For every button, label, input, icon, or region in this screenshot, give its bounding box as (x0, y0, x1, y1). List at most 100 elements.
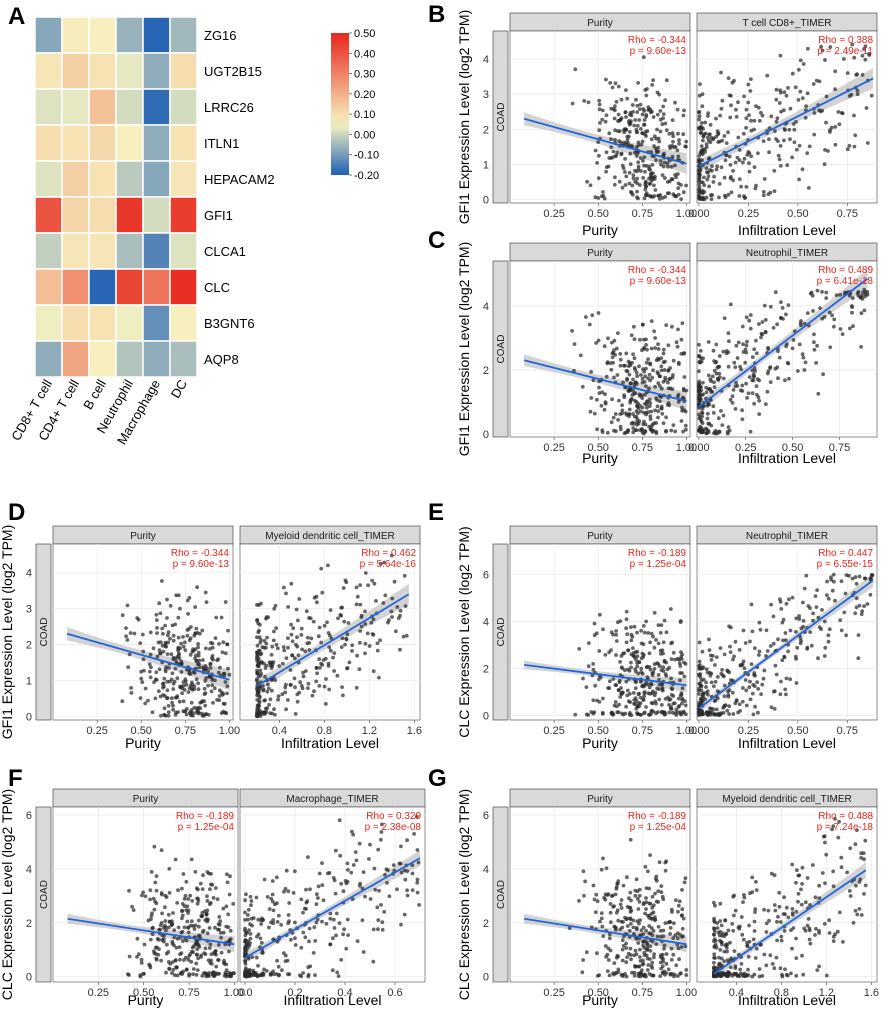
data-point (636, 160, 641, 165)
data-point (778, 597, 782, 602)
data-point (736, 973, 740, 978)
data-point (197, 662, 201, 666)
data-point (163, 923, 167, 928)
data-point (716, 140, 721, 144)
data-point (286, 698, 290, 702)
data-point (783, 687, 788, 692)
data-point (341, 932, 345, 937)
data-point (340, 636, 345, 641)
data-point (222, 958, 226, 963)
x-tick-label: 0.2 (287, 987, 302, 999)
data-point (369, 620, 374, 625)
data-point (853, 611, 858, 616)
data-point (623, 110, 628, 114)
data-point (286, 913, 291, 917)
facet-strip-label: Myeloid dendritic cell_TIMER (265, 531, 395, 542)
data-point (705, 403, 710, 408)
data-point (642, 419, 646, 424)
data-point (636, 671, 641, 676)
data-point (709, 136, 714, 140)
data-point (611, 632, 615, 637)
data-point (792, 140, 797, 145)
data-point (612, 375, 616, 380)
data-point (261, 684, 265, 688)
data-point (580, 970, 585, 975)
data-point (854, 605, 859, 610)
data-point (854, 73, 859, 77)
data-point (704, 390, 709, 395)
data-point (800, 167, 805, 172)
data-point (361, 870, 366, 874)
data-point (180, 908, 185, 913)
y-tick-label: 2 (483, 365, 489, 377)
data-point (657, 139, 662, 144)
data-point (618, 927, 623, 932)
data-point (743, 973, 748, 978)
data-point (270, 677, 274, 682)
data-point (803, 115, 808, 120)
data-point (332, 878, 337, 883)
panel-letter-a: A (8, 3, 25, 30)
data-point (698, 82, 702, 86)
data-point (683, 662, 688, 666)
data-point (656, 673, 661, 677)
data-point (314, 920, 319, 925)
data-point (613, 138, 617, 142)
data-point (592, 710, 597, 715)
data-point (764, 921, 769, 926)
data-point (160, 682, 165, 686)
data-point (662, 368, 667, 372)
data-point (212, 686, 217, 691)
data-point (616, 331, 620, 335)
data-point (197, 658, 202, 663)
data-point (355, 939, 360, 943)
data-point (714, 116, 718, 121)
data-point (850, 576, 855, 581)
data-point (258, 936, 263, 941)
data-point (750, 691, 755, 696)
data-point (785, 163, 790, 168)
data-point (217, 694, 222, 698)
data-point (120, 699, 125, 704)
data-point (794, 909, 799, 914)
data-point (167, 967, 172, 971)
data-point (129, 691, 134, 695)
data-point (719, 671, 724, 676)
data-point (272, 972, 276, 976)
data-point (612, 428, 616, 433)
data-point (294, 607, 299, 612)
data-point (604, 150, 609, 155)
data-point (160, 911, 165, 916)
data-point (831, 572, 836, 577)
data-point (317, 657, 322, 662)
data-point (160, 933, 165, 938)
data-point (183, 679, 188, 684)
data-point (636, 907, 641, 911)
data-point (584, 315, 588, 319)
data-point (203, 679, 208, 683)
data-point (262, 698, 267, 703)
data-point (283, 886, 288, 891)
data-point (831, 884, 836, 889)
data-point (195, 585, 200, 590)
x-axis-title: Purity (128, 992, 164, 1008)
data-point (860, 73, 865, 77)
data-point (635, 176, 639, 181)
data-point (641, 624, 646, 628)
data-point (729, 956, 733, 961)
data-point (363, 651, 367, 656)
data-point (295, 635, 299, 640)
heatmap-cell (142, 16, 171, 54)
data-point (591, 698, 596, 703)
data-point (279, 923, 283, 927)
data-point (669, 958, 674, 962)
data-point (839, 855, 844, 860)
data-point (345, 666, 349, 671)
data-point (678, 971, 683, 976)
data-point (670, 687, 675, 692)
data-point (363, 609, 367, 614)
data-point (370, 578, 375, 583)
data-point (141, 649, 146, 654)
data-point (306, 681, 311, 686)
